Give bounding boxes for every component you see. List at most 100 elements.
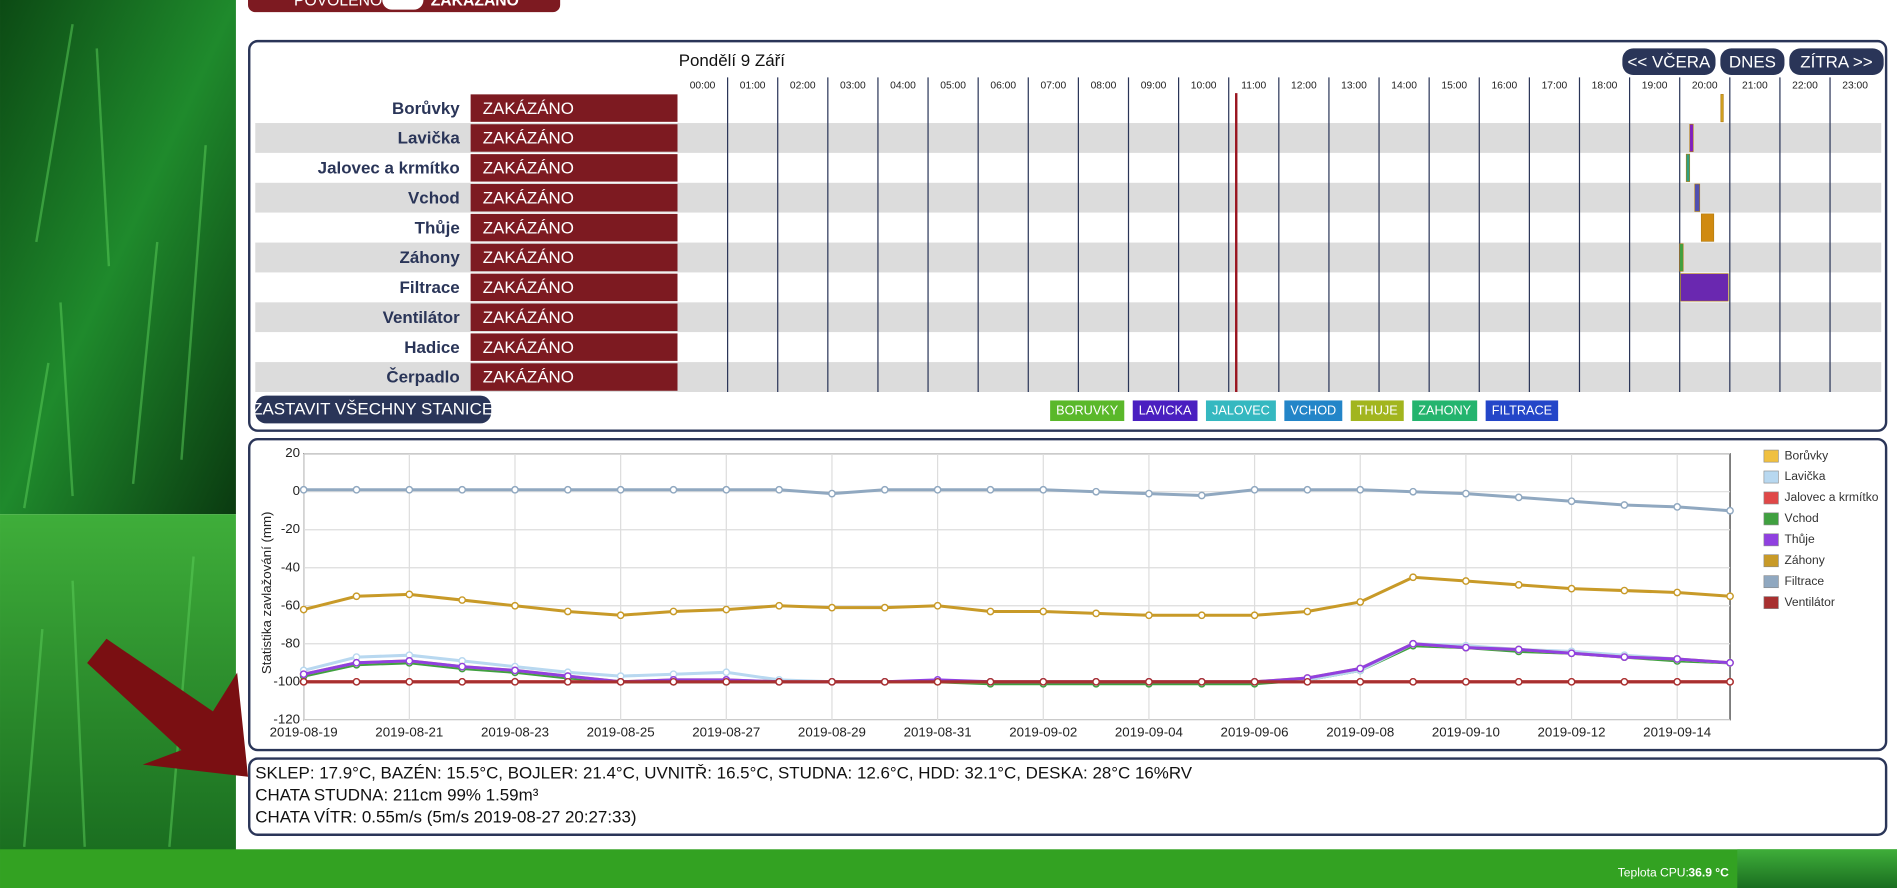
run-bar (1700, 213, 1715, 242)
x-tick-label: 2019-08-29 (798, 725, 866, 740)
data-point (352, 677, 361, 686)
data-point (1409, 573, 1417, 582)
run-bar (1685, 153, 1691, 182)
station-status[interactable] (470, 94, 678, 122)
station-status[interactable] (470, 303, 678, 332)
data-point (563, 607, 572, 616)
arrow (87, 638, 249, 777)
data-point (1145, 611, 1153, 620)
data-point (405, 485, 414, 494)
data-point (722, 677, 731, 686)
station-status[interactable] (470, 124, 678, 152)
toggle-knob (382, 0, 424, 10)
hour-label: 23:00 (1842, 81, 1868, 92)
stop-all-label: ZASTAVIT VŠECHNY STANICE (252, 400, 493, 419)
station-name: Ventilátor (383, 308, 461, 327)
legend-swatch (1763, 554, 1779, 568)
stop-all-button[interactable] (255, 395, 492, 424)
legend-box (1350, 400, 1404, 422)
info-line: CHATA VÍTR: 0.55m/s (5m/s 2019-08-27 20:… (255, 807, 636, 826)
station-status[interactable] (470, 243, 678, 272)
hour-label: 15:00 (1441, 81, 1467, 92)
data-point (299, 677, 308, 686)
data-point (1514, 493, 1523, 502)
station-name: Lavička (398, 129, 461, 148)
station-status-label: ZAKÁZÁNO (483, 278, 574, 297)
data-point (616, 677, 625, 686)
data-point (1197, 611, 1206, 620)
station-name: Čerpadlo (386, 368, 459, 387)
station-status-label: ZAKÁZÁNO (483, 99, 574, 118)
x-tick-label: 2019-08-25 (587, 725, 655, 740)
hour-label: 22:00 (1792, 81, 1818, 92)
data-point (986, 607, 995, 616)
legend-label: JALOVEC (1212, 404, 1270, 418)
data-point (1197, 491, 1206, 500)
hour-label: 19:00 (1642, 81, 1668, 92)
data-point (1250, 677, 1259, 686)
hour-label: 17:00 (1542, 81, 1568, 92)
hour-label: 11:00 (1241, 81, 1266, 92)
station-status[interactable] (470, 333, 678, 361)
data-point (828, 677, 836, 686)
x-tick-label: 2019-08-23 (481, 725, 549, 740)
legend-box (1050, 400, 1125, 422)
legend-box (1284, 400, 1343, 422)
legend-swatch (1763, 491, 1779, 505)
data-point (933, 677, 942, 686)
station-status-label: ZAKÁZÁNO (483, 188, 574, 207)
x-tick-label: 2019-09-14 (1643, 725, 1711, 740)
run-bar (1679, 243, 1684, 272)
run-bar (1689, 123, 1694, 153)
y-tick-label: 20 (285, 445, 300, 460)
data-point (1514, 580, 1523, 589)
data-point (563, 677, 572, 686)
x-tick-label: 2019-09-08 (1326, 725, 1394, 740)
station-status[interactable] (470, 273, 678, 302)
x-tick-label: 2019-09-10 (1432, 725, 1500, 740)
station-status[interactable] (470, 184, 678, 212)
y-tick-label: -60 (281, 597, 300, 612)
x-tick-label: 2019-09-06 (1221, 725, 1289, 740)
station-name: Jalovec a krmítko (318, 159, 460, 178)
data-point (1197, 677, 1206, 686)
data-point (669, 607, 678, 616)
data-point (933, 601, 942, 610)
legend-swatch (1763, 470, 1779, 484)
x-tick-label: 2019-08-27 (692, 725, 760, 740)
hour-label: 02:00 (790, 81, 816, 92)
station-name: Hadice (404, 338, 460, 357)
legend-label: THUJE (1357, 404, 1398, 418)
station-status[interactable] (470, 213, 678, 242)
nav-button[interactable] (1720, 48, 1785, 76)
data-point (880, 603, 889, 612)
data-point (933, 485, 942, 494)
data-point (616, 611, 625, 620)
data-point (1514, 645, 1523, 654)
nav-button[interactable] (1789, 48, 1884, 76)
hour-label: 04:00 (890, 81, 916, 92)
hour-label: 03:00 (840, 81, 866, 92)
data-point (458, 677, 467, 686)
data-point (405, 590, 414, 599)
data-point (1673, 677, 1682, 686)
station-status[interactable] (470, 363, 678, 391)
station-status[interactable] (470, 154, 678, 182)
legend-label: Lavička (1784, 469, 1825, 483)
data-point (616, 485, 625, 494)
data-point (1726, 658, 1734, 667)
legend-label: LAVICKA (1139, 404, 1192, 418)
legend-swatch (1763, 449, 1779, 463)
data-point (986, 485, 995, 494)
cpu-value: 36.9 °C (1688, 866, 1729, 880)
hour-label: 16:00 (1491, 81, 1517, 92)
station-name: Vchod (408, 188, 460, 207)
x-tick-label: 2019-08-31 (904, 725, 972, 740)
footer (0, 849, 1897, 888)
data-point (1356, 485, 1365, 494)
nav-button[interactable] (1622, 48, 1716, 76)
data-point (1303, 607, 1312, 616)
nav-button-label: << VČERA (1628, 52, 1711, 71)
legend-label: VCHOD (1290, 404, 1336, 418)
legend-label: Thůje (1784, 532, 1814, 546)
